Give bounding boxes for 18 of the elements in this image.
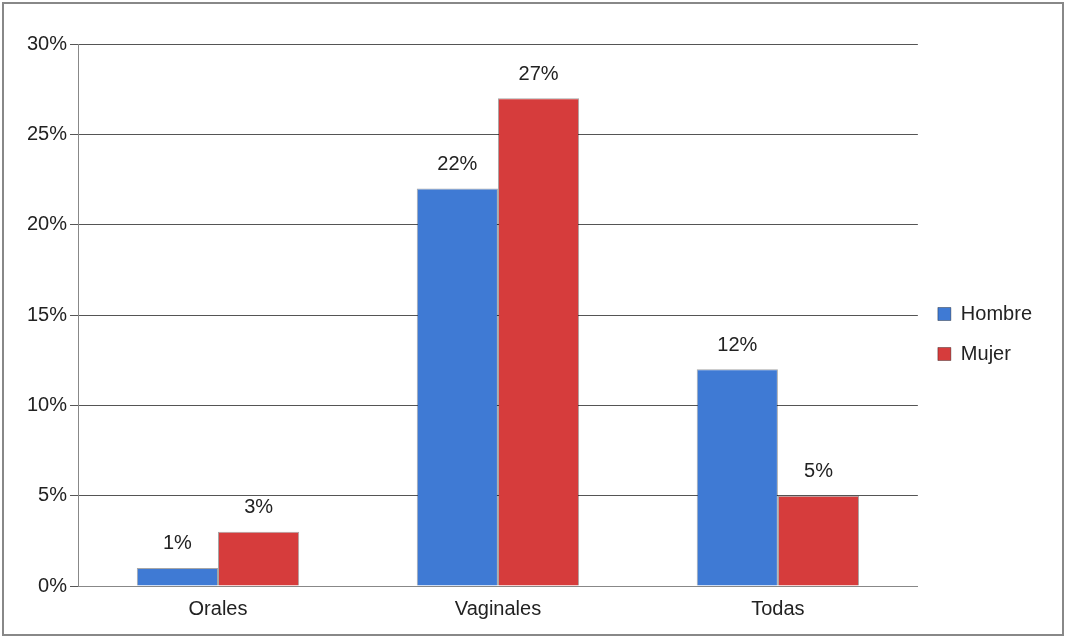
- y-tick-label: 5%: [38, 483, 68, 506]
- x-tick-label: Orales: [188, 596, 248, 619]
- text: 1%: [162, 531, 192, 554]
- y-tick-label: 15%: [27, 302, 68, 325]
- y-tick-label: 10%: [27, 392, 68, 415]
- legend-label: Hombre: [960, 301, 1033, 324]
- text: 22%: [437, 152, 478, 175]
- text: 3%: [244, 495, 274, 518]
- x-tick-label: Vaginales: [454, 596, 542, 619]
- y-tick-label: 30%: [27, 31, 68, 54]
- text: 27%: [518, 61, 559, 84]
- text: 12%: [717, 332, 758, 355]
- legend-label: Mujer: [960, 341, 1012, 364]
- text: 5%: [804, 459, 833, 482]
- y-tick-label: 20%: [27, 212, 68, 235]
- y-tick-label: 25%: [27, 121, 68, 144]
- y-tick-label: 0%: [38, 573, 68, 596]
- x-tick-label: Todas: [751, 596, 805, 619]
